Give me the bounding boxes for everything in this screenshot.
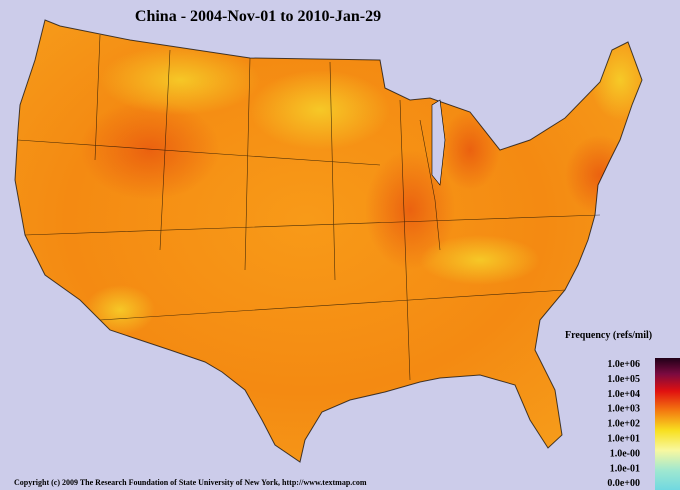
legend-label: 1.0e+02 [607, 419, 640, 430]
legend-label: 1.0e+06 [607, 359, 640, 370]
legend-label: 0.0e+00 [607, 478, 640, 489]
legend-label: 1.0e+03 [607, 404, 640, 415]
lake [431, 99, 446, 186]
legend-label: 1.0e-01 [610, 463, 640, 474]
copyright: Copyright (c) 2009 The Research Foundati… [14, 478, 367, 487]
legend-label: 1.0e+05 [607, 374, 640, 385]
legend-labels: 1.0e+06 1.0e+05 1.0e+04 1.0e+03 1.0e+02 1.0e+… [607, 359, 640, 489]
map-title: China - 2004-Nov-01 to 2010-Jan-29 [135, 8, 381, 25]
legend-label: 1.0e+01 [607, 434, 640, 445]
legend-color-bar [655, 358, 680, 490]
legend-label: 1.0e-00 [610, 448, 640, 459]
state-borders [14, 19, 643, 463]
legend-label: 1.0e+04 [607, 389, 640, 400]
legend-title: Frequency (refs/mil) [565, 330, 652, 341]
